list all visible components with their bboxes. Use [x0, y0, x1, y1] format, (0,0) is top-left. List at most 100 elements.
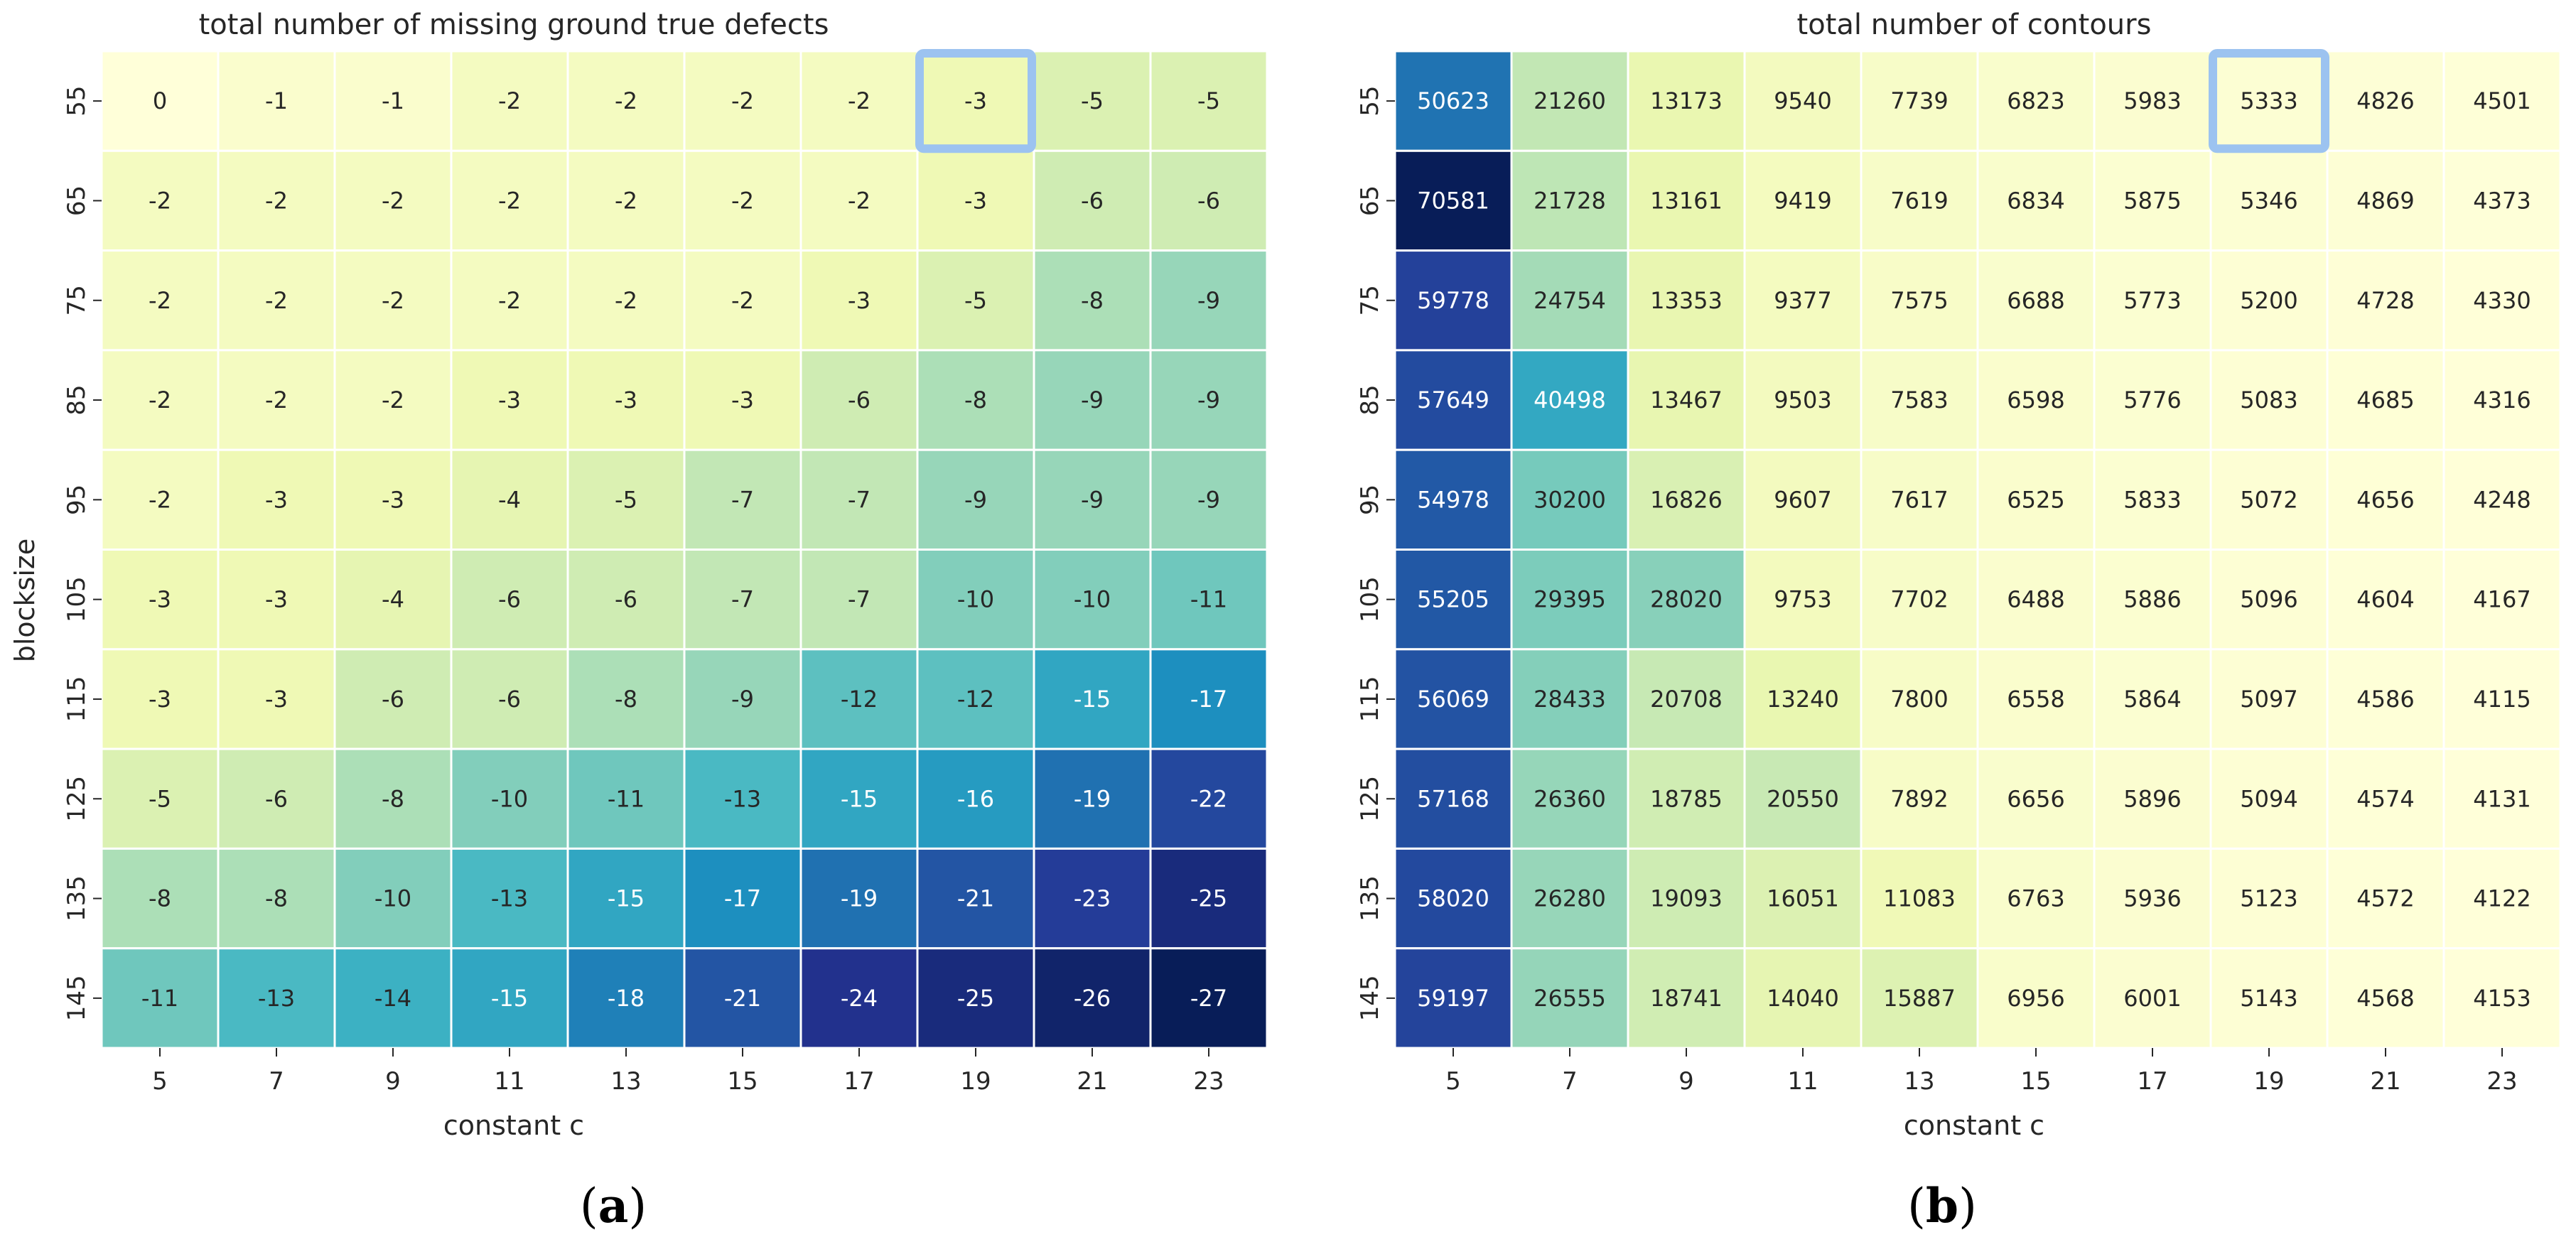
cell-value-label: -13	[724, 785, 761, 812]
cell-value-label: -3	[498, 387, 521, 414]
cell-value-label: 57168	[1417, 785, 1489, 812]
cell-value-label: -2	[848, 187, 871, 214]
y-tick-label: 135	[63, 875, 91, 922]
cell-value-label: -9	[1081, 387, 1104, 414]
heatmap-cell	[2442, 50, 2562, 152]
heatmap-cell	[1149, 847, 1268, 950]
cell-value-label: -10	[491, 785, 528, 812]
heatmap-cell	[1627, 149, 1746, 252]
chart-title: total number of missing ground true defe…	[199, 9, 829, 41]
cell-value-label: 11083	[1883, 885, 1956, 912]
heatmap-cell	[333, 747, 453, 850]
cell-value-label: 6001	[2123, 985, 2181, 1012]
heatmap-cell	[2209, 747, 2329, 850]
heatmap-cell	[2326, 549, 2445, 651]
heatmap-cell	[1627, 50, 1746, 152]
heatmap-cell	[2093, 149, 2212, 252]
cell-value-label: -3	[382, 486, 404, 513]
cell-value-label: 4248	[2473, 486, 2531, 513]
cell-value-label: 7575	[1890, 287, 1948, 314]
heatmap-cell	[1394, 149, 1513, 252]
cell-value-label: -3	[964, 87, 987, 114]
heatmap-cell	[2442, 249, 2562, 352]
heatmap-cell	[1510, 448, 1629, 551]
cell-value-label: 14040	[1767, 985, 1839, 1012]
y-axis-ticks: 55 65 75 85 95 105 115 125 135 145	[63, 86, 102, 1021]
highlight-rect	[2209, 49, 2329, 153]
heatmap-cell	[1394, 448, 1513, 551]
cell-value-label: 15887	[1883, 985, 1956, 1012]
x-tick-label: 15	[727, 1067, 758, 1096]
cell-value-label: -5	[964, 287, 987, 314]
cell-value-label: -25	[957, 985, 994, 1012]
cell-value-label: -23	[1074, 885, 1111, 912]
cell-value-label: 7800	[1890, 686, 1948, 713]
cell-value-label: 40498	[1534, 387, 1606, 414]
heatmap-cell	[1394, 648, 1513, 750]
heatmap-cell	[1976, 747, 2096, 850]
cell-value-label: -1	[382, 87, 404, 114]
cell-value-label: -7	[848, 586, 871, 613]
cell-value-label: -21	[724, 985, 761, 1012]
cell-value-label: 28433	[1534, 686, 1606, 713]
cell-value-label: 4122	[2473, 885, 2531, 912]
cell-value-label: 13240	[1767, 686, 1839, 713]
x-tick-label: 17	[844, 1067, 874, 1096]
heatmap-cell	[1149, 947, 1268, 1049]
heatmap-cell	[916, 648, 1035, 750]
x-tick-label: 21	[1077, 1067, 1107, 1096]
cell-value-label: 7892	[1890, 785, 1948, 812]
cell-value-label: -26	[1074, 985, 1111, 1012]
heatmap-cell	[450, 149, 569, 252]
y-tick-label: 75	[1356, 285, 1384, 315]
x-tick-label: 7	[269, 1067, 284, 1096]
heatmap-cell	[1394, 50, 1513, 152]
highlight-box	[915, 49, 1036, 153]
cell-value-label: 54978	[1417, 486, 1489, 513]
heatmap-cell	[1860, 448, 1979, 551]
heatmap-cell	[566, 847, 686, 950]
x-axis-ticks: 5 7 9 11 13 15 17 19 21 23	[152, 1048, 1224, 1096]
heatmap-cells: 50623 21260 13173 9540 7739 6823 5983 5333 4826 4…	[1394, 50, 2562, 1049]
cell-value-label: -6	[848, 387, 871, 414]
cell-value-label: -8	[615, 686, 637, 713]
highlight-box	[2209, 49, 2329, 153]
cell-value-label: -16	[957, 785, 994, 812]
cell-value-label: 59778	[1417, 287, 1489, 314]
heatmap-cell	[1033, 549, 1152, 651]
cell-value-label: -8	[382, 785, 404, 812]
heatmap-cell	[100, 50, 220, 152]
heatmap-cell	[450, 648, 569, 750]
x-tick-label: 23	[2486, 1067, 2517, 1096]
cell-value-label: -6	[265, 785, 288, 812]
heatmap-cell	[1033, 448, 1152, 551]
x-tick-label: 15	[2020, 1067, 2051, 1096]
cell-value-label: 55205	[1417, 586, 1489, 613]
cell-value-label: 57649	[1417, 387, 1489, 414]
cell-value-label: -2	[265, 287, 288, 314]
heatmap-cell	[1033, 249, 1152, 352]
cell-value-label: -15	[608, 885, 645, 912]
cell-value-label: -3	[964, 187, 987, 214]
cell-value-label: 4330	[2473, 287, 2531, 314]
heatmap-cell	[2093, 249, 2212, 352]
cell-value-label: -15	[841, 785, 878, 812]
cell-value-label: -21	[957, 885, 994, 912]
heatmap-cell	[100, 549, 220, 651]
heatmap-cells: 0 -1 -1 -2 -2 -2 -2 -3 -5 -5 -2 -2 -2 -2 -2 -2 -2 -3 -6 -6 -…	[100, 50, 1268, 1049]
cell-value-label: -2	[615, 287, 637, 314]
heatmap-cell	[799, 149, 919, 252]
heatmap-cell	[100, 349, 220, 451]
cell-value-label: 4568	[2356, 985, 2414, 1012]
heatmap-cell	[2442, 747, 2562, 850]
cell-value-label: 0	[153, 87, 167, 114]
heatmap-cell	[1976, 349, 2096, 451]
heatmap-cell	[1510, 747, 1629, 850]
cell-value-label: -27	[1190, 985, 1227, 1012]
cell-value-label: 5936	[2123, 885, 2181, 912]
heatmap-cell	[1149, 50, 1268, 152]
cell-value-label: -10	[374, 885, 411, 912]
heatmap-missing-defects: total number of missing ground true defe…	[9, 9, 1268, 1233]
cell-value-label: -13	[258, 985, 295, 1012]
y-tick-label: 75	[63, 285, 91, 315]
